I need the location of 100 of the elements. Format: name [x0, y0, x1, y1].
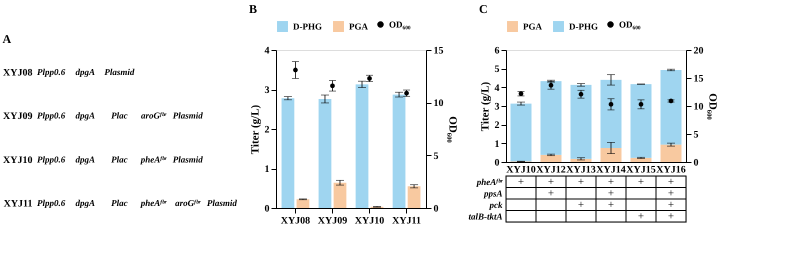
x-tick-label: XYJ13: [566, 164, 596, 176]
y2-tick-label: 5: [434, 150, 438, 162]
legend-label: D-PHG: [569, 22, 598, 32]
y-axis-title: Titer (g/L): [480, 81, 492, 132]
text: dpgA: [75, 66, 96, 77]
text: dpgA: [75, 110, 96, 121]
y-tick-label: 3: [264, 85, 270, 96]
bar: [334, 182, 346, 208]
text: +: [578, 176, 584, 188]
y2-tick-label: 10: [694, 102, 704, 112]
y-tick-label: 1: [494, 138, 500, 150]
text: pheAᶠᵇʳ: [140, 154, 166, 164]
text: +: [578, 198, 584, 211]
legend-label: PGA: [523, 22, 542, 32]
text: pheAᶠᵇʳ: [140, 198, 166, 208]
text: Plasmid: [104, 66, 134, 77]
x-tick-label: XYJ10: [506, 164, 536, 176]
text: +: [518, 176, 524, 188]
text: +: [668, 198, 674, 211]
category-label: XYJ08: [3, 67, 32, 78]
text: +: [638, 176, 644, 188]
y-tick-label: 2: [264, 124, 270, 136]
text: +: [638, 210, 644, 222]
text: Plac: [111, 154, 128, 164]
y2-tick-label: 15: [694, 74, 704, 84]
bar: [356, 84, 368, 208]
y2-tick-label: 20: [694, 46, 704, 56]
x-tick-label: XYJ12: [536, 164, 566, 176]
bar: [392, 94, 406, 208]
category-label: XYJ11: [4, 198, 32, 210]
x-tick-label: XYJ16: [656, 164, 686, 176]
y-tick-label: 2: [494, 120, 500, 132]
bar: [660, 144, 682, 162]
chart-title: C: [479, 2, 488, 16]
bar: [318, 98, 332, 208]
bar: [660, 70, 682, 145]
y-tick-label: 6: [494, 46, 500, 56]
category-label: XYJ09: [3, 111, 32, 122]
chart-title: B: [249, 2, 258, 16]
text: aroGᶠᵇʳ: [175, 198, 200, 208]
y2-tick-label: 0: [694, 158, 698, 168]
text: +: [668, 210, 674, 222]
category-label: pheAᶠᵇʳ: [476, 176, 502, 187]
bar: [540, 81, 562, 155]
y-tick-label: 3: [494, 102, 500, 112]
bar: [510, 104, 532, 162]
text: Plpp0.6: [36, 110, 66, 121]
text: +: [668, 176, 674, 188]
text: Plasmid: [172, 110, 203, 121]
text: Plasmid: [172, 154, 203, 164]
legend-label: OD₆₀₀: [389, 20, 411, 30]
x-tick-label: XYJ11: [392, 216, 422, 226]
legend-label: D-PHG: [293, 22, 322, 32]
bar: [600, 80, 622, 148]
text: Plasmid: [206, 198, 237, 208]
y-axis-title: Titer (g/L): [250, 104, 262, 154]
x-tick-label: XYJ14: [596, 164, 626, 176]
category-label: ppsA: [484, 188, 502, 198]
text: +: [548, 176, 554, 188]
y2-tick-label: 10: [434, 98, 444, 110]
category-label: XYJ10: [3, 154, 32, 166]
bar: [630, 158, 652, 162]
bar: [408, 186, 420, 208]
legend-label: OD₆₀₀: [619, 20, 641, 30]
y-tick-label: 5: [494, 64, 500, 76]
text: +: [608, 187, 614, 200]
x-tick-label: XYJ10: [354, 216, 384, 226]
text: +: [608, 198, 614, 211]
y-tick-label: 1: [264, 164, 270, 175]
y2-axis-title: OD₆₀₀: [706, 93, 718, 120]
y-tick-label: 0: [494, 158, 500, 168]
text: Plac: [111, 110, 128, 121]
bar: [296, 199, 310, 208]
category-label: pck: [490, 200, 502, 210]
text: Plpp0.6: [36, 66, 66, 77]
y2-tick-label: 15: [434, 46, 444, 56]
text: dpgA: [75, 198, 96, 208]
y-tick-label: 4: [494, 82, 500, 94]
text: Plpp0.6: [36, 198, 66, 208]
x-tick-label: XYJ08: [280, 216, 310, 226]
text: A: [2, 32, 12, 46]
category-label: talB-tktA: [468, 211, 502, 222]
x-tick-label: XYJ15: [626, 164, 656, 176]
y-tick-label: 4: [264, 46, 270, 56]
text: Plac: [111, 198, 128, 208]
bar: [540, 154, 562, 162]
bar: [600, 148, 622, 162]
text: dpgA: [75, 154, 96, 164]
text: +: [548, 187, 554, 200]
y2-axis-title: OD₆₀₀: [446, 116, 458, 144]
text: Plpp0.6: [36, 154, 66, 164]
y2-tick-label: 5: [694, 130, 698, 140]
bar: [630, 84, 652, 158]
x-tick-label: XYJ09: [318, 216, 348, 226]
text: +: [668, 187, 674, 200]
text: +: [608, 176, 614, 188]
y-tick-label: 0: [264, 204, 270, 214]
y2-tick-label: 0: [434, 204, 438, 214]
bar: [282, 98, 294, 208]
bar: [570, 84, 592, 159]
